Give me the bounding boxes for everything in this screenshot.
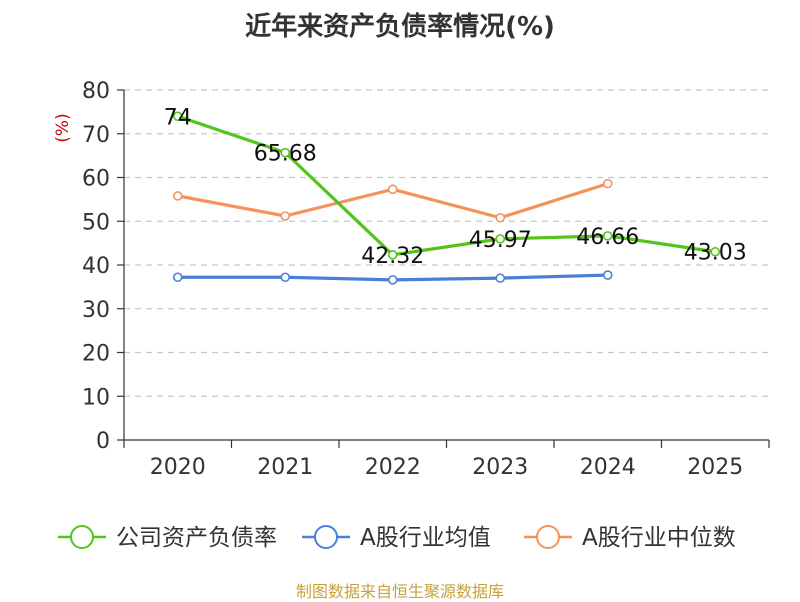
series-line	[177, 114, 716, 257]
y-axis-unit-label: (%)	[53, 113, 73, 142]
y-tick-label: 50	[82, 210, 110, 235]
legend-item[interactable]: A股行业均值	[302, 525, 491, 551]
y-tick-label: 0	[96, 429, 110, 454]
y-tick-label: 80	[82, 79, 110, 104]
data-point[interactable]	[710, 246, 721, 257]
x-tick-label: 2022	[365, 455, 421, 480]
data-point[interactable]	[495, 234, 506, 244]
legend-marker	[536, 525, 560, 549]
legend-item[interactable]: A股行业中位数	[524, 525, 736, 551]
legend-label: A股行业中位数	[582, 525, 736, 551]
data-point[interactable]	[602, 270, 613, 280]
data-label: 74	[164, 105, 192, 130]
axes: 0 10 20 30 40 50 60 70 80 2020 2021 2022 2023 2024 202…	[82, 79, 770, 480]
legend-label: 公司资产负债率	[116, 525, 277, 551]
chart-title: 近年来资产负债率情况(%)	[245, 12, 555, 42]
legend: 公司资产负债率 A股行业均值 A股行业中位数	[58, 525, 736, 551]
legend-marker	[70, 525, 94, 549]
data-labels: 74 65.68 42.32 45.97 46.66 43.03	[164, 105, 747, 269]
data-point[interactable]	[172, 111, 183, 122]
x-tick-label: 2023	[472, 455, 528, 480]
y-tick-label: 10	[82, 385, 110, 410]
x-tick-label: 2021	[257, 455, 313, 480]
x-tick-label: 2020	[150, 455, 206, 480]
x-tick-label: 2025	[687, 455, 743, 480]
data-label: 42.32	[361, 244, 424, 269]
data-point[interactable]	[172, 272, 183, 283]
data-point[interactable]	[602, 231, 613, 241]
series-layer	[172, 111, 721, 285]
data-point[interactable]	[495, 212, 506, 223]
data-label: 45.97	[469, 228, 532, 253]
legend-label: A股行业均值	[360, 525, 491, 551]
data-point[interactable]	[280, 211, 291, 221]
data-source-note: 制图数据来自恒生聚源数据库	[295, 582, 504, 601]
legend-marker	[314, 525, 338, 549]
legend-item[interactable]: 公司资产负债率	[58, 525, 277, 551]
data-point[interactable]	[495, 273, 506, 283]
data-point[interactable]	[172, 191, 183, 201]
data-point[interactable]	[280, 272, 291, 283]
data-point[interactable]	[387, 275, 398, 285]
x-tick-label: 2024	[580, 455, 636, 480]
grid-lines	[124, 89, 769, 397]
y-tick-label: 70	[82, 123, 110, 148]
y-tick-label: 40	[82, 254, 110, 279]
y-tick-label: 60	[82, 167, 110, 192]
data-label: 46.66	[576, 225, 639, 250]
data-point[interactable]	[387, 250, 398, 260]
y-tick-label: 30	[82, 298, 110, 323]
data-label: 43.03	[684, 241, 747, 266]
data-point[interactable]	[280, 147, 291, 158]
y-tick-label: 20	[82, 342, 110, 367]
data-label: 65.68	[254, 142, 317, 167]
data-point[interactable]	[602, 178, 613, 189]
data-point[interactable]	[387, 184, 398, 195]
